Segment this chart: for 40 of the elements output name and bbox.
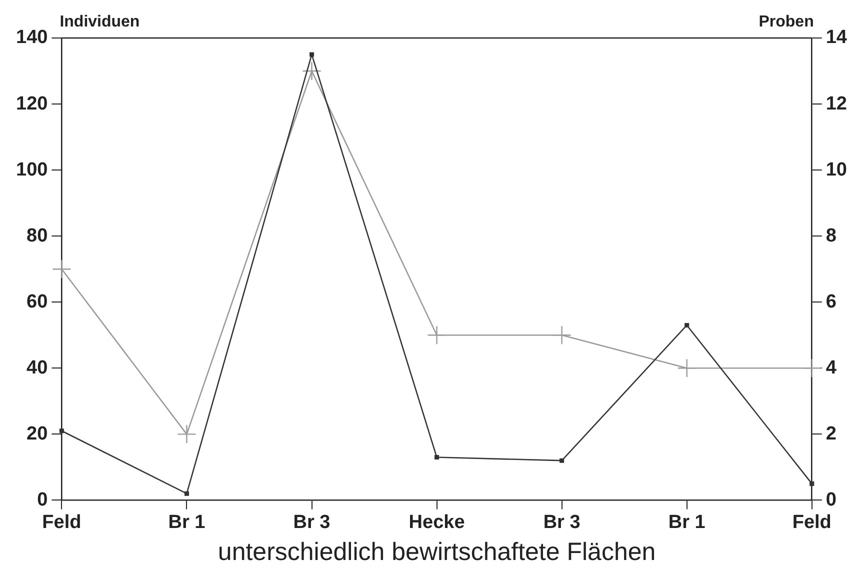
x-tick-label: Feld [42, 512, 82, 533]
y2-tick-label: 4 [826, 357, 837, 378]
y-axis-title: Individuen [60, 13, 140, 30]
x-tick-label: Br 1 [168, 512, 206, 533]
x-tick-label: Feld [792, 512, 832, 533]
point [552, 326, 572, 345]
y2-tick-label: 8 [826, 225, 836, 246]
y2-tick-label: 10 [826, 159, 848, 180]
point [810, 481, 814, 486]
point [560, 458, 564, 463]
y-tick-label: 120 [16, 93, 48, 114]
y2-tick-label: 6 [826, 291, 836, 312]
point [177, 424, 196, 444]
x-tick-label: Hecke [408, 512, 465, 533]
point [309, 52, 314, 57]
x-tick-label: Br 1 [668, 512, 706, 533]
point [434, 455, 440, 460]
y2-tick-label: 0 [826, 489, 836, 510]
point [802, 358, 822, 378]
point [59, 428, 64, 434]
y-tick-label: 20 [26, 423, 48, 444]
point [684, 322, 690, 328]
y-tick-label: 40 [26, 357, 48, 378]
y-tick-label: 100 [16, 159, 48, 180]
point [52, 260, 72, 279]
y-tick-label: 0 [37, 489, 48, 510]
point [302, 61, 322, 81]
y-tick-label: 60 [26, 291, 48, 312]
y2-tick-label: 14 [826, 27, 848, 48]
x-tick-label: Br 3 [543, 512, 580, 533]
y-tick-label: 80 [26, 225, 48, 246]
y2-tick-label: 2 [826, 423, 836, 444]
y2-axis-title: Proben [758, 13, 814, 30]
point [427, 326, 446, 345]
point [677, 358, 696, 378]
y2-tick-label: 12 [826, 93, 848, 114]
point [184, 491, 189, 496]
x-axis-title: unterschiedlich bewirtschaftete Flächen [218, 538, 656, 566]
x-tick-label: Br 3 [293, 512, 330, 533]
y-tick-label: 140 [16, 27, 48, 48]
